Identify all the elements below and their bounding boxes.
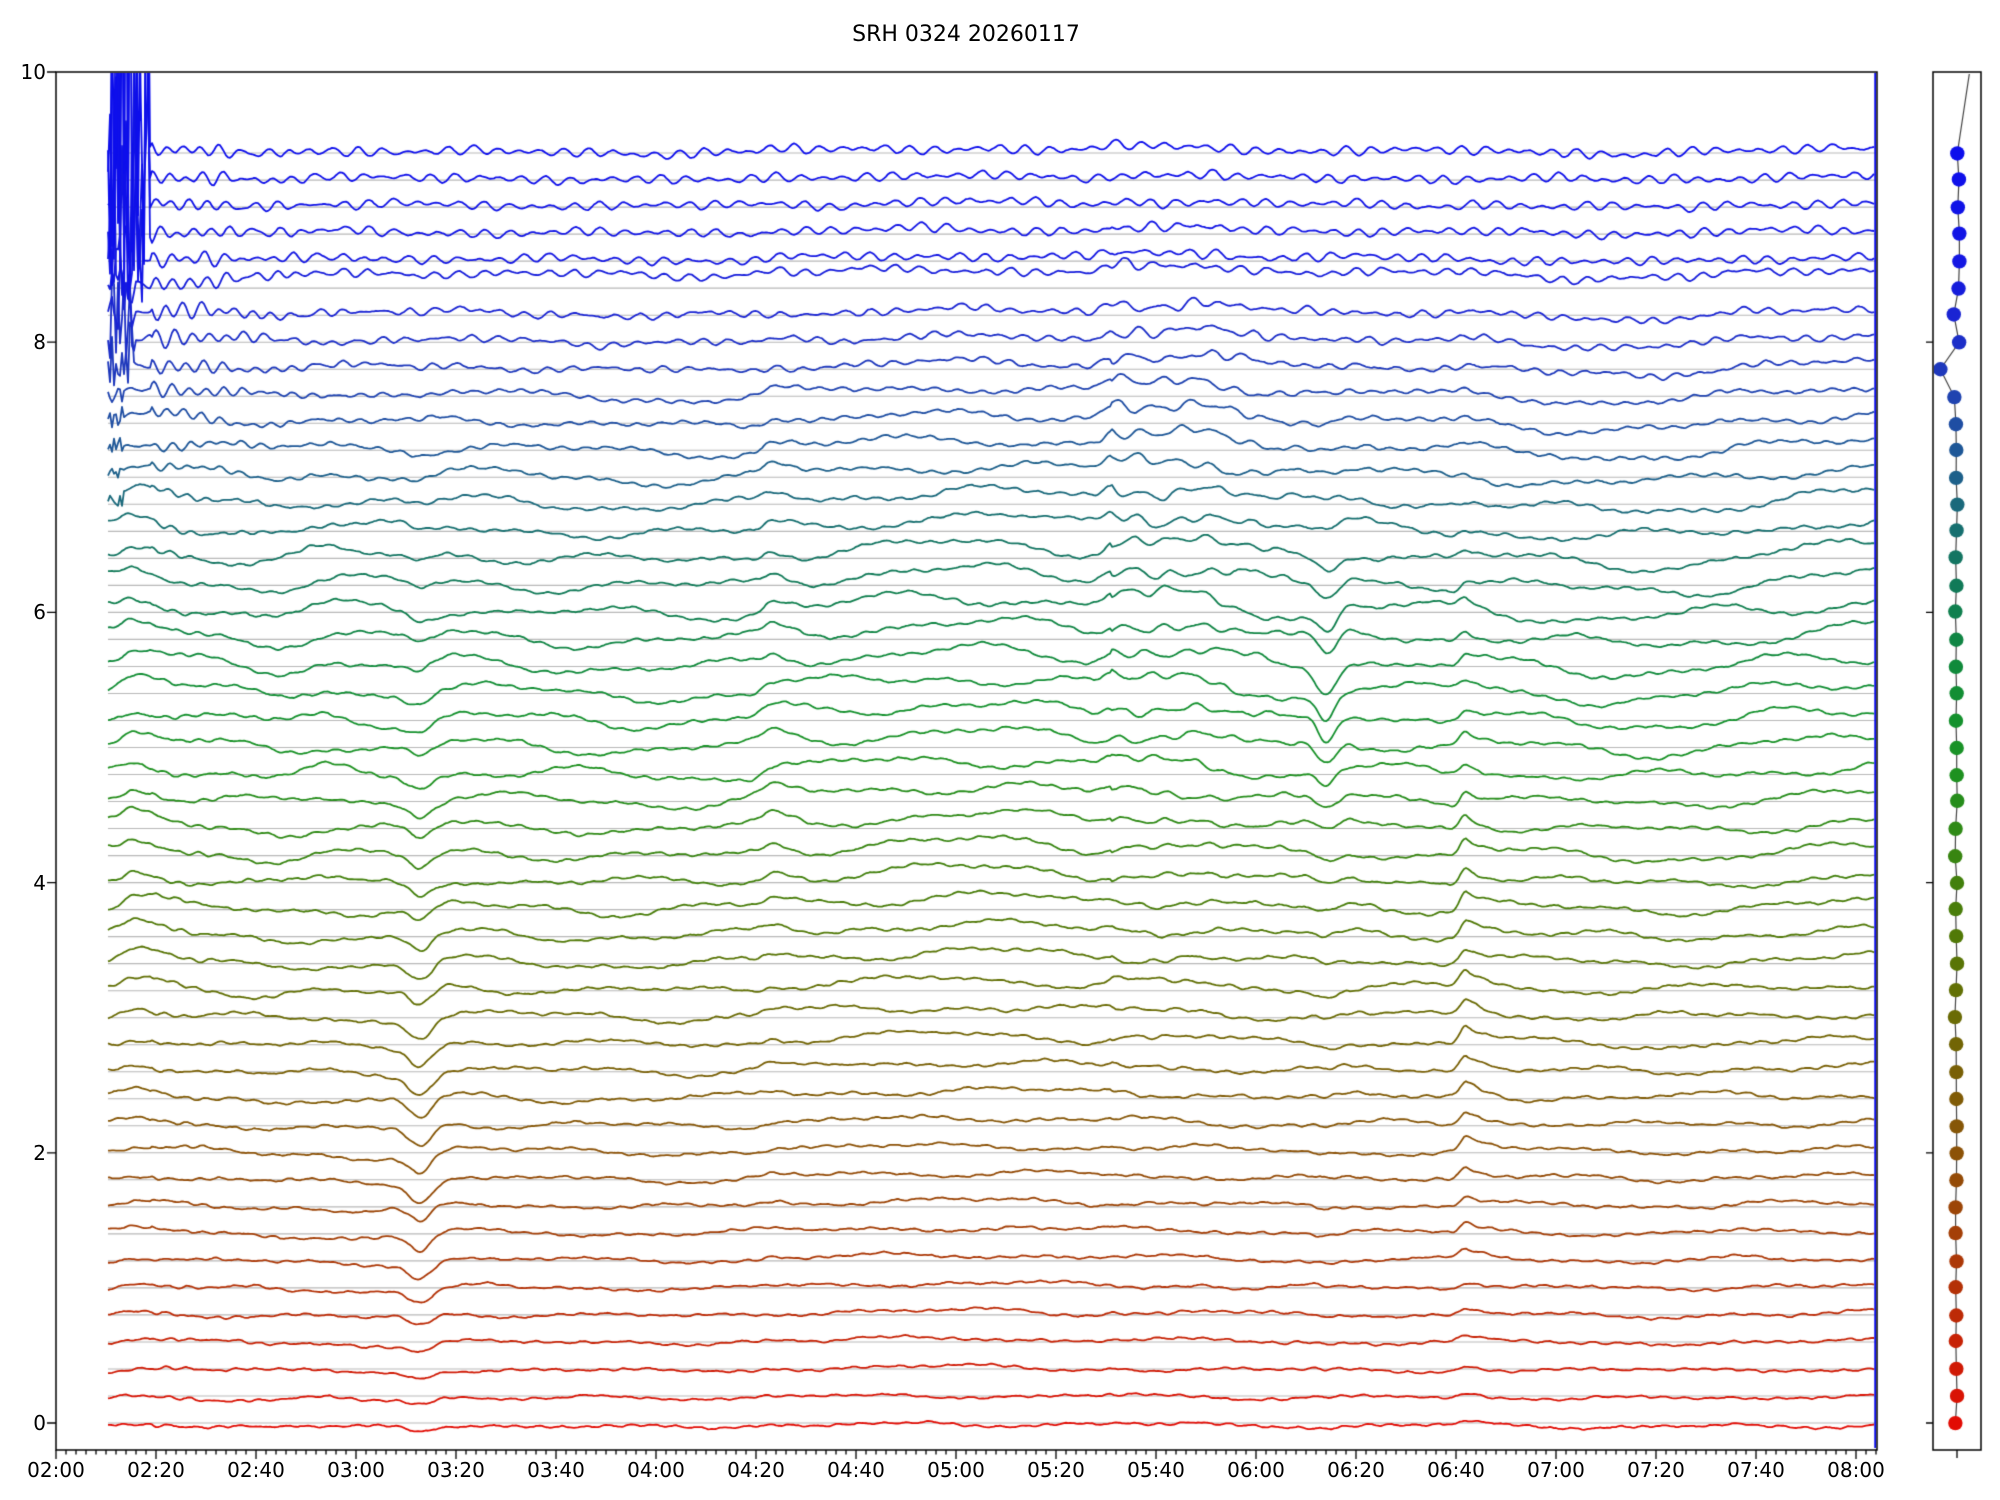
x-tick-label: 02:00 — [27, 1458, 85, 1482]
x-tick-label: 06:20 — [1327, 1458, 1385, 1482]
y-tick-label: 6 — [33, 600, 46, 625]
x-tick-label: 05:40 — [1127, 1458, 1185, 1482]
x-tick-label: 03:20 — [427, 1458, 485, 1482]
x-tick-label: 07:00 — [1527, 1458, 1585, 1482]
y-tick-label: 8 — [33, 330, 46, 355]
x-tick-label: 07:40 — [1727, 1458, 1785, 1482]
x-tick-label: 06:00 — [1227, 1458, 1285, 1482]
x-tick-label: 03:00 — [327, 1458, 385, 1482]
x-tick-label: 02:40 — [227, 1458, 285, 1482]
x-tick-label: 02:20 — [127, 1458, 185, 1482]
x-tick-label: 04:00 — [627, 1458, 685, 1482]
x-tick-label: 03:40 — [527, 1458, 585, 1482]
y-tick-label: 4 — [33, 870, 46, 895]
y-tick-label: 0 — [33, 1411, 46, 1435]
chart-title: SRH 0324 20260117 — [852, 22, 1080, 47]
x-tick-label: 04:20 — [727, 1458, 785, 1482]
y-tick-label: 10 — [20, 60, 46, 84]
x-tick-label: 07:20 — [1627, 1458, 1685, 1482]
x-tick-label: 05:00 — [927, 1458, 985, 1482]
x-tick-label: 05:20 — [1027, 1458, 1085, 1482]
x-tick-label: 08:00 — [1827, 1458, 1885, 1482]
y-tick-label: 2 — [33, 1140, 46, 1165]
x-tick-label: 04:40 — [827, 1458, 885, 1482]
x-tick-label: 06:40 — [1427, 1458, 1485, 1482]
